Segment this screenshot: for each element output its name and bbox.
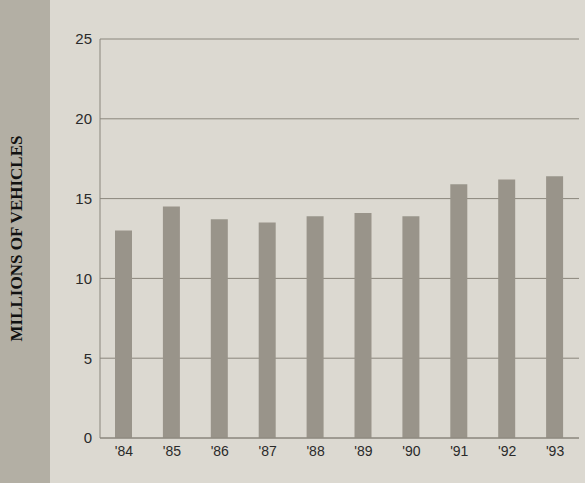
svg-text:'91: '91 (450, 443, 468, 459)
svg-text:'88: '88 (306, 443, 324, 459)
svg-text:15: 15 (75, 190, 92, 207)
svg-text:'90: '90 (402, 443, 420, 459)
svg-text:25: 25 (75, 30, 92, 47)
svg-text:'86: '86 (211, 443, 229, 459)
svg-text:20: 20 (75, 110, 92, 127)
svg-text:'89: '89 (354, 443, 372, 459)
svg-text:10: 10 (75, 270, 92, 287)
svg-text:MILLIONS OF VEHICLES: MILLIONS OF VEHICLES (7, 136, 26, 342)
svg-text:5: 5 (84, 350, 92, 367)
svg-text:'92: '92 (498, 443, 516, 459)
svg-text:0: 0 (84, 429, 92, 446)
svg-text:'84: '84 (115, 443, 133, 459)
svg-text:'87: '87 (259, 443, 277, 459)
svg-text:'93: '93 (546, 443, 564, 459)
svg-text:'85: '85 (163, 443, 181, 459)
